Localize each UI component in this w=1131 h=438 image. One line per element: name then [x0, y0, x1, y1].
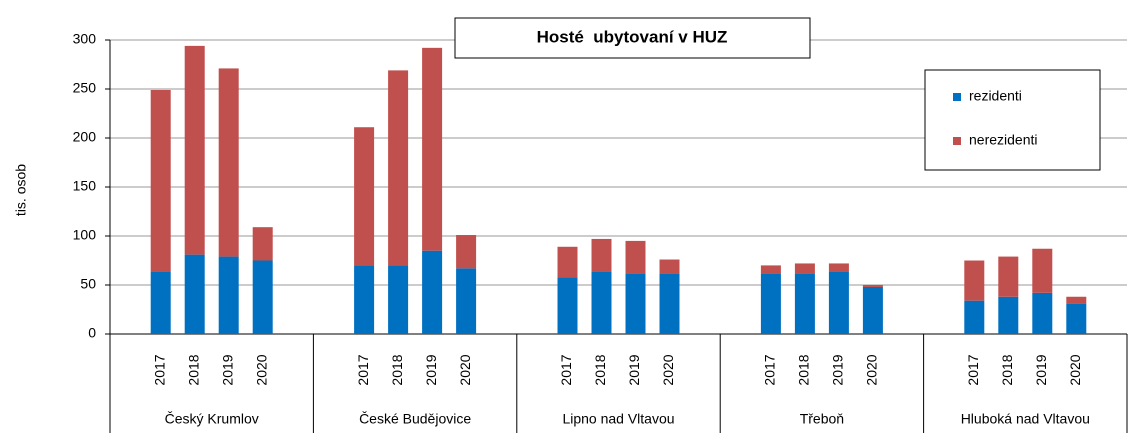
bar-segment — [828, 263, 849, 272]
bar-segment — [964, 260, 985, 301]
bar-segment — [862, 285, 883, 287]
legend-box — [924, 69, 1101, 171]
y-tick-label: 200 — [73, 129, 97, 145]
x-tick-label: 2017 — [965, 354, 981, 385]
x-tick-label: 2018 — [796, 354, 812, 385]
y-tick-label: 150 — [73, 178, 97, 194]
bar-segment — [862, 286, 883, 334]
bar-segment — [557, 246, 578, 278]
bar-segment — [252, 227, 273, 261]
bar-segment — [998, 256, 1019, 297]
group-label: Třeboň — [800, 411, 844, 427]
bar-segment — [422, 47, 443, 251]
legend-label: rezidenti — [969, 88, 1022, 104]
bar-segment — [1032, 292, 1053, 334]
bar-segment — [150, 271, 171, 334]
bar-segment — [794, 263, 815, 274]
x-tick-label: 2017 — [762, 354, 778, 385]
y-tick-label: 300 — [73, 31, 97, 47]
x-tick-label: 2018 — [185, 354, 201, 385]
x-tick-label: 2020 — [864, 354, 880, 385]
x-tick-label: 2017 — [355, 354, 371, 385]
bar-segment — [456, 268, 477, 334]
bar-segment — [456, 235, 477, 269]
bar-segment — [218, 256, 239, 334]
bar-segment — [388, 265, 409, 334]
x-tick-label: 2018 — [592, 354, 608, 385]
bar-segment — [184, 254, 205, 334]
x-tick-label: 2017 — [558, 354, 574, 385]
x-tick-label: 2020 — [660, 354, 676, 385]
x-tick-label: 2020 — [1067, 354, 1083, 385]
bar-segment — [659, 259, 680, 274]
bar-segment — [1032, 248, 1053, 293]
bar-segment — [828, 271, 849, 334]
bar-segment — [252, 260, 273, 334]
x-tick-label: 2020 — [253, 354, 269, 385]
x-tick-label: 2019 — [626, 354, 642, 385]
group-label: Lipno nad Vltavou — [562, 411, 674, 427]
x-tick-label: 2018 — [999, 354, 1015, 385]
legend-label: nerezidenti — [969, 132, 1038, 148]
y-axis-label: tis. osob — [13, 164, 29, 216]
bar-segment — [354, 265, 375, 334]
chart-title: Hosté ubytovaní v HUZ — [537, 27, 728, 46]
bar-segment — [388, 70, 409, 266]
x-tick-label: 2019 — [423, 354, 439, 385]
y-tick-label: 50 — [80, 276, 96, 292]
bar-segment — [625, 240, 646, 274]
legend-swatch — [953, 93, 961, 101]
bar-segment — [1066, 303, 1087, 334]
x-tick-label: 2018 — [389, 354, 405, 385]
bar-segment — [557, 277, 578, 334]
bar-segment — [591, 271, 612, 334]
bar-segment — [998, 296, 1019, 334]
bar-segment — [150, 89, 171, 272]
bar-segment — [354, 127, 375, 266]
bar-segment — [625, 273, 646, 334]
bar-segment — [218, 68, 239, 257]
bar-segment — [591, 238, 612, 272]
x-tick-label: 2019 — [830, 354, 846, 385]
group-label: České Budějovice — [359, 411, 471, 427]
bar-segment — [794, 273, 815, 334]
bar-segment — [760, 265, 781, 274]
y-tick-label: 0 — [88, 325, 96, 341]
x-tick-label: 2017 — [151, 354, 167, 385]
y-tick-label: 100 — [73, 227, 97, 243]
bar-segment — [1066, 296, 1087, 304]
bar-segment — [422, 250, 443, 334]
bar-segment — [184, 45, 205, 255]
legend-swatch — [953, 137, 961, 145]
x-tick-label: 2019 — [1033, 354, 1049, 385]
bar-segment — [964, 300, 985, 334]
title-box — [454, 17, 811, 59]
y-tick-label: 250 — [73, 80, 97, 96]
group-label: Český Krumlov — [165, 411, 259, 427]
bar-segment — [760, 273, 781, 334]
x-tick-label: 2020 — [457, 354, 473, 385]
bar-segment — [659, 273, 680, 334]
group-label: Hluboká nad Vltavou — [961, 411, 1090, 427]
x-tick-label: 2019 — [219, 354, 235, 385]
